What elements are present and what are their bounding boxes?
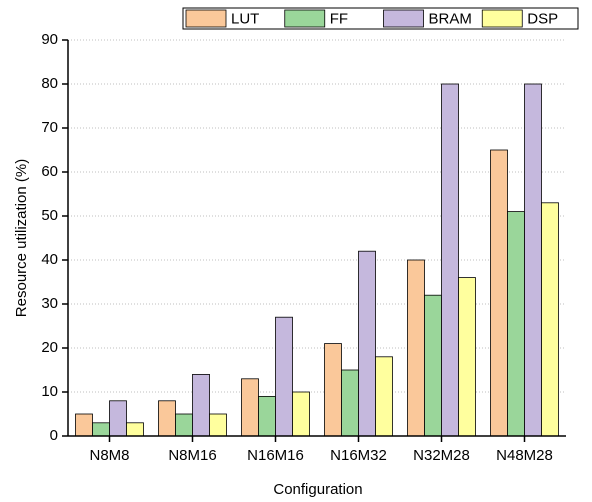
y-tick-label: 0 xyxy=(50,427,58,444)
bar xyxy=(490,149,508,437)
legend-swatch xyxy=(284,9,326,28)
x-tick-label: N16M16 xyxy=(247,447,304,464)
y-axis-label: Resource utilization (%) xyxy=(13,159,30,317)
legend-box xyxy=(182,7,579,30)
x-tick-label: N32M28 xyxy=(413,447,470,464)
y-tick-label: 70 xyxy=(41,119,58,136)
x-tick-label: N8M16 xyxy=(168,447,216,464)
y-tick-label: 40 xyxy=(41,251,58,268)
legend-swatch xyxy=(481,9,523,28)
bar xyxy=(507,211,525,437)
bar xyxy=(126,422,144,437)
bar xyxy=(541,202,559,437)
x-tick-label: N16M32 xyxy=(330,447,387,464)
legend-label: DSP xyxy=(527,10,558,27)
bar xyxy=(109,400,127,437)
x-axis-label: Configuration xyxy=(273,481,362,498)
legend-label: BRAM xyxy=(429,10,472,27)
bar xyxy=(92,422,110,437)
x-tick-label: N48M28 xyxy=(496,447,553,464)
bar xyxy=(209,413,227,437)
y-tick-label: 80 xyxy=(41,75,58,92)
y-tick-label: 10 xyxy=(41,383,58,400)
bar xyxy=(358,250,376,437)
legend-swatch xyxy=(185,9,227,28)
y-tick-label: 30 xyxy=(41,295,58,312)
y-tick-label: 90 xyxy=(41,31,58,48)
bar xyxy=(292,391,310,437)
x-tick-label: N8M8 xyxy=(89,447,129,464)
bar xyxy=(175,413,193,437)
bar xyxy=(192,373,210,437)
y-tick-label: 20 xyxy=(41,339,58,356)
bar xyxy=(524,83,542,437)
bar xyxy=(458,277,476,437)
bar xyxy=(75,413,93,437)
legend-label: LUT xyxy=(231,10,259,27)
bar xyxy=(324,343,342,437)
y-tick-label: 60 xyxy=(41,163,58,180)
legend-swatch xyxy=(383,9,424,28)
bar xyxy=(275,316,293,437)
y-tick-label: 50 xyxy=(41,207,58,224)
legend-label: FF xyxy=(330,10,348,27)
bar xyxy=(158,400,176,437)
bar xyxy=(341,369,359,437)
bar xyxy=(441,83,459,437)
bar xyxy=(375,356,393,437)
bar xyxy=(258,395,276,437)
bar xyxy=(241,378,259,437)
bar xyxy=(407,259,425,437)
bar xyxy=(424,294,442,437)
